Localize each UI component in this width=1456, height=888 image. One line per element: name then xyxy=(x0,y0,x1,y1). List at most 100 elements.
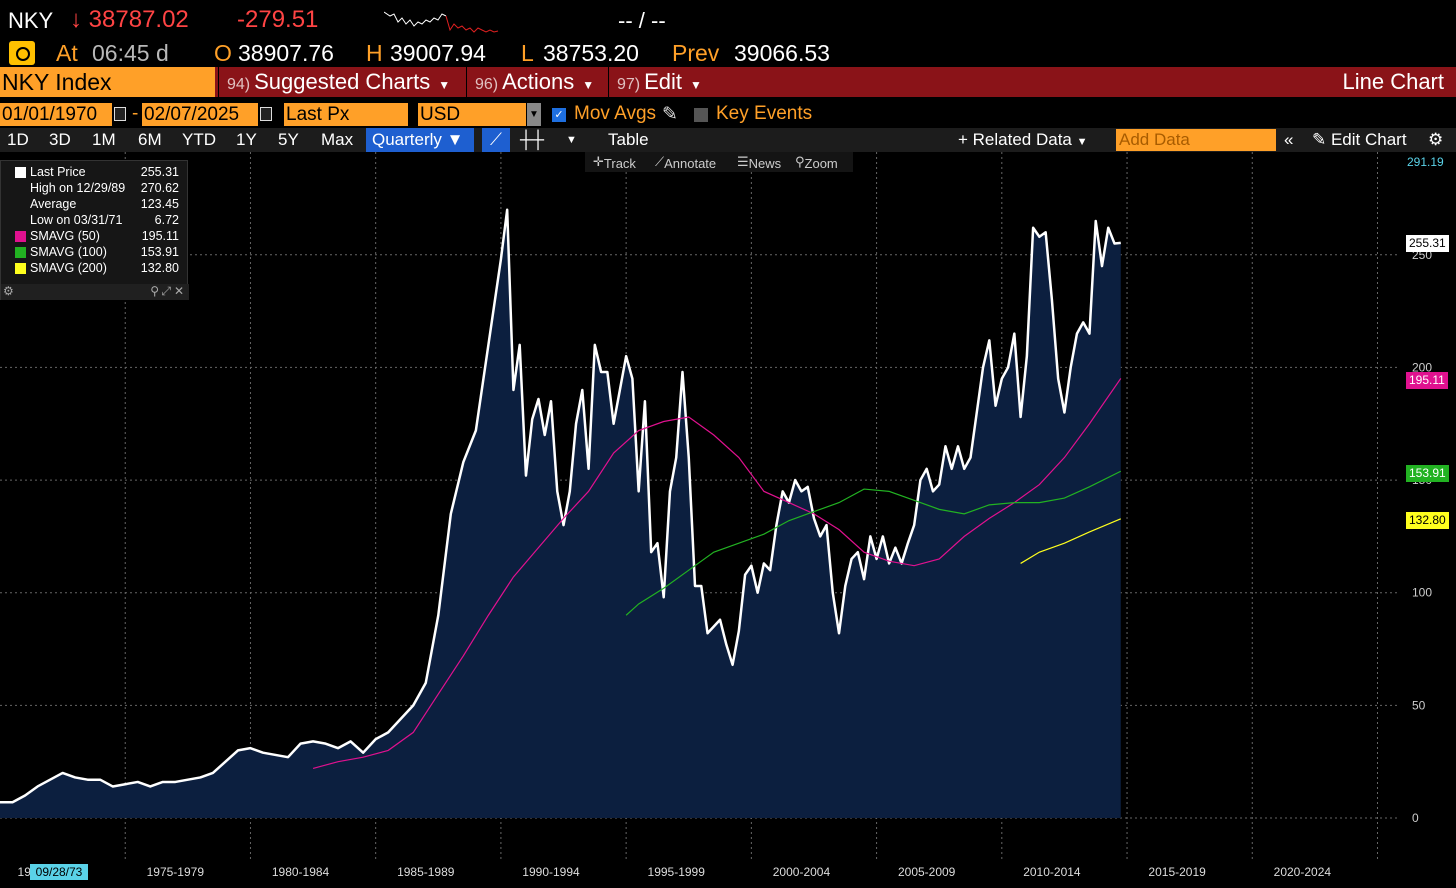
sma200-badge: 132.80 xyxy=(1406,512,1449,529)
last-price-badge: 255.31 xyxy=(1406,235,1449,252)
sma200-line xyxy=(1020,518,1122,564)
x-tick-label: 1995-1999 xyxy=(648,865,706,879)
legend-row[interactable]: SMAVG (50) 195.11 xyxy=(1,228,189,244)
chevron-down-icon[interactable]: ▼ xyxy=(566,134,577,146)
x-tick-label: 2005-2009 xyxy=(898,865,956,879)
chevron-down-icon: ▼ xyxy=(438,78,451,92)
high-label: H xyxy=(366,40,383,66)
period-1m[interactable]: 1M xyxy=(92,130,116,149)
legend-row[interactable]: SMAVG (200) 132.80 xyxy=(1,260,189,276)
security-field[interactable]: NKY Index xyxy=(0,67,215,97)
gear-icon[interactable]: ⚙ xyxy=(1428,130,1444,149)
zoom-button[interactable]: ⚲ Zoom xyxy=(795,154,838,171)
edit-chart-button[interactable]: ✎ Edit Chart xyxy=(1312,130,1407,149)
period-1y[interactable]: 1Y xyxy=(236,130,257,149)
x-tick-label: 2000-2004 xyxy=(773,865,831,879)
toolbar: 1D 3D 1M 6M YTD 1Y 5Y Max Quarterly ▼ ⟋ … xyxy=(0,128,1456,152)
settings-bar: 01/01/1970 - 02/07/2025 Last Px USD ▼ ✓ … xyxy=(0,103,1456,127)
sma100-line xyxy=(625,470,1122,616)
news-button[interactable]: ☰ News xyxy=(737,154,782,171)
quote-time: 06:45 d xyxy=(92,40,169,66)
legend-swatch xyxy=(15,263,26,274)
legend-row: Average 123.45 xyxy=(30,197,179,211)
start-date-field[interactable]: 01/01/1970 xyxy=(0,103,112,126)
period-5y[interactable]: 5Y xyxy=(278,130,299,149)
open-label: O xyxy=(214,40,232,66)
calendar-icon[interactable] xyxy=(114,107,126,121)
period-ytd[interactable]: YTD xyxy=(182,130,216,149)
cursor-date-bg xyxy=(30,864,88,880)
chart-svg[interactable]: 0501001502002501971975-19791980-19841985… xyxy=(0,152,1456,888)
ohlc-bar: At 06:45 d O 38907.76 H 39007.94 L 38753… xyxy=(0,38,1456,68)
intraday-sparkline xyxy=(384,11,499,33)
chevron-down-icon: ▼ xyxy=(1076,136,1088,148)
actions-menu[interactable]: 96) Actions ▼ xyxy=(466,67,604,97)
gear-icon[interactable]: ⚙ xyxy=(3,284,14,298)
x-tick-label: 2020-2024 xyxy=(1274,865,1332,879)
chart-type-title: Line Chart xyxy=(1342,69,1444,94)
calendar-icon[interactable] xyxy=(260,107,272,121)
chevron-down-icon[interactable]: ▼ xyxy=(527,103,541,126)
chevron-down-icon: ▼ xyxy=(446,130,464,149)
date-dash: - xyxy=(132,103,139,124)
x-tick-label: 1985-1989 xyxy=(397,865,455,879)
ticker-symbol: NKY xyxy=(8,8,54,33)
chart-area[interactable]: 0501001502002501971975-19791980-19841985… xyxy=(0,152,1456,888)
sma50-badge: 195.11 xyxy=(1406,372,1448,389)
legend-toolbar: ⚙ ⚲ ⤢ ✕ xyxy=(1,284,189,300)
x-tick-label: 1975-1979 xyxy=(147,865,205,879)
legend-swatch xyxy=(15,231,26,242)
collapse-icon[interactable]: « xyxy=(1284,130,1294,149)
sma100-badge: 153.91 xyxy=(1406,465,1449,482)
key-events-label: Key Events xyxy=(716,103,813,124)
y-tick-label: 100 xyxy=(1412,586,1432,600)
x-tick-label: 1980-1984 xyxy=(272,865,330,879)
legend-swatch xyxy=(15,247,26,258)
key-events-checkbox[interactable] xyxy=(694,108,708,122)
table-button[interactable]: Table xyxy=(608,130,649,149)
legend-row[interactable]: SMAVG (100) 153.91 xyxy=(1,244,189,260)
y-tick-label: 50 xyxy=(1412,698,1426,712)
chevron-down-icon: ▼ xyxy=(690,78,702,92)
quote-bar: NKY ↓ 38787.02 -279.51 -- / -- xyxy=(0,0,1456,40)
field-select[interactable]: Last Px xyxy=(284,103,408,126)
prev-label: Prev xyxy=(672,40,720,66)
bar-chart-icon[interactable]: ┼┼ xyxy=(520,130,545,149)
chevron-down-icon: ▼ xyxy=(582,78,595,92)
annotate-button[interactable]: ⟋ Annotate xyxy=(655,154,717,171)
open-value: 38907.76 xyxy=(238,40,334,66)
pin-icon[interactable]: ⚲ xyxy=(150,284,159,298)
line-chart-icon[interactable]: ⟋ xyxy=(482,128,510,152)
last-price: ↓ 38787.02 xyxy=(70,6,189,33)
edit-menu[interactable]: 97) Edit ▼ xyxy=(608,67,712,97)
prev-value: 39066.53 xyxy=(734,40,830,66)
close-icon[interactable]: ✕ xyxy=(173,284,184,298)
at-label: At xyxy=(56,40,78,66)
sma50-line xyxy=(312,378,1122,770)
y-tick-label: 0 xyxy=(1412,811,1419,825)
add-data-input[interactable]: Add Data xyxy=(1116,129,1276,151)
period-6m[interactable]: 6M xyxy=(138,130,162,149)
pencil-icon[interactable]: ✎ xyxy=(662,104,678,125)
currency-select[interactable]: USD xyxy=(418,103,526,126)
x-tick-label: 2015-2019 xyxy=(1148,865,1206,879)
legend-row: Low on 03/31/71 6.72 xyxy=(30,213,179,227)
suggested-charts-menu[interactable]: 94) Suggested Charts ▼ xyxy=(218,67,462,97)
ymax-badge: 291.19 xyxy=(1404,154,1447,171)
cursor-date-label: 09/28/73 xyxy=(36,865,83,879)
legend-row[interactable]: Last Price 255.31 xyxy=(1,164,189,180)
clock-icon[interactable] xyxy=(9,41,35,65)
low-value: 38753.20 xyxy=(543,40,639,66)
track-button[interactable]: ✛ Track xyxy=(593,154,636,171)
period-1d[interactable]: 1D xyxy=(7,130,29,149)
legend-swatch xyxy=(15,167,26,178)
period-3d[interactable]: 3D xyxy=(49,130,71,149)
frequency-select[interactable]: Quarterly ▼ xyxy=(366,128,474,152)
resize-icon[interactable]: ⤢ xyxy=(161,284,171,298)
end-date-field[interactable]: 02/07/2025 xyxy=(142,103,258,126)
high-value: 39007.94 xyxy=(390,40,486,66)
period-max[interactable]: Max xyxy=(321,130,354,149)
related-data-menu[interactable]: + Related Data ▼ xyxy=(958,130,1088,149)
mov-avgs-checkbox[interactable]: ✓ xyxy=(552,108,566,122)
legend: Last Price 255.31 High on 12/29/89 270.62 … xyxy=(0,160,189,300)
